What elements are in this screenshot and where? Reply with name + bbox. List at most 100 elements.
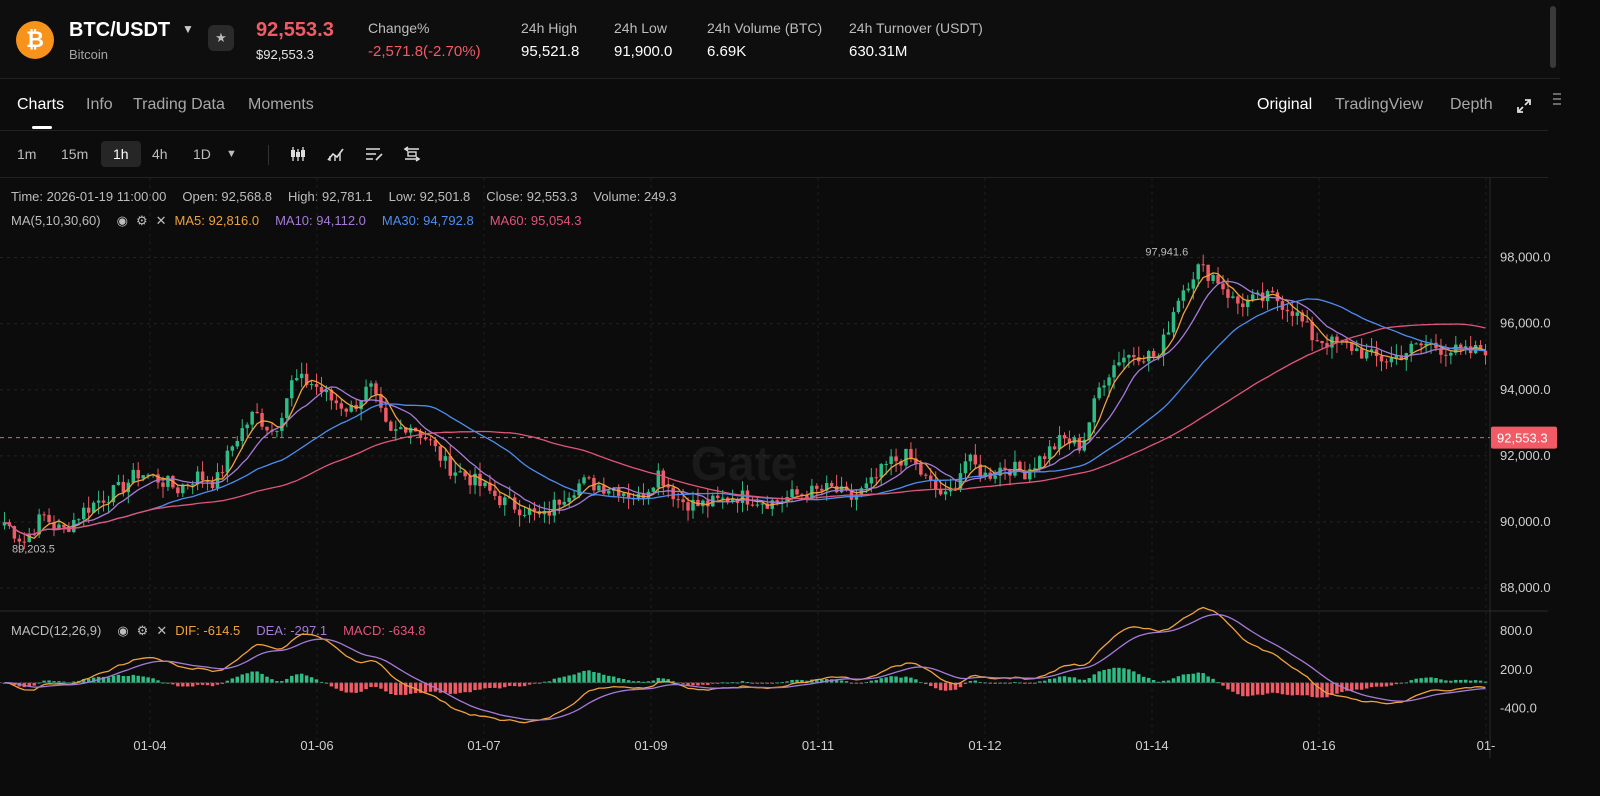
candle-body bbox=[1275, 292, 1280, 302]
macd-histogram-bar bbox=[1394, 682, 1399, 685]
macd-histogram-bar bbox=[839, 680, 844, 683]
macd-histogram-bar bbox=[1191, 673, 1196, 683]
candle-body bbox=[597, 485, 601, 491]
expand-icon[interactable] bbox=[1516, 98, 1532, 114]
candle-body bbox=[1424, 343, 1428, 346]
chevron-down-icon[interactable]: ▼ bbox=[182, 22, 194, 36]
scrollbar-thumb[interactable] bbox=[1550, 6, 1556, 68]
ma10-line bbox=[4, 280, 1486, 535]
candle-body bbox=[1216, 275, 1220, 284]
chart-settings-icon[interactable] bbox=[402, 144, 422, 164]
candle-body bbox=[47, 514, 51, 523]
tab-trading-data[interactable]: Trading Data bbox=[133, 96, 225, 113]
macd-histogram-bar bbox=[512, 682, 517, 687]
section-tabs: Charts Info Trading Data Moments Origina… bbox=[0, 80, 1548, 131]
candlestick-icon[interactable] bbox=[288, 144, 308, 164]
pair-selector[interactable]: BTC/USDT bbox=[69, 19, 171, 41]
candle-body bbox=[919, 463, 923, 475]
view-original[interactable]: Original bbox=[1257, 96, 1313, 113]
candle-body bbox=[215, 472, 220, 489]
candle-body bbox=[230, 446, 235, 451]
candle-body bbox=[225, 450, 230, 473]
macd-histogram-bar bbox=[1305, 682, 1309, 696]
interval-1m[interactable]: 1m bbox=[17, 146, 37, 162]
tab-charts[interactable]: Charts bbox=[17, 96, 65, 113]
time-tick-label: 01-12 bbox=[968, 738, 1001, 753]
gear-icon[interactable]: ⚙ bbox=[135, 213, 148, 228]
candle-body bbox=[562, 501, 566, 505]
candle-body bbox=[1087, 422, 1091, 440]
tab-moments[interactable]: Moments bbox=[248, 96, 314, 113]
macd-histogram-bar bbox=[349, 682, 353, 693]
close-icon[interactable]: ✕ bbox=[156, 623, 168, 638]
candle-body bbox=[136, 469, 140, 479]
view-depth[interactable]: Depth bbox=[1450, 96, 1493, 113]
candle-body bbox=[671, 487, 675, 500]
candle-body bbox=[448, 456, 453, 476]
drawing-tools-icon[interactable] bbox=[364, 144, 384, 164]
interval-dropdown-icon[interactable]: ▼ bbox=[226, 148, 237, 160]
candle-body bbox=[1384, 361, 1389, 363]
macd-histogram-bar bbox=[1414, 678, 1418, 683]
interval-1h[interactable]: 1h bbox=[101, 141, 141, 167]
macd-histogram-bar bbox=[1374, 682, 1379, 687]
candle-body bbox=[874, 477, 878, 479]
candle-body bbox=[299, 373, 304, 379]
candle-body bbox=[210, 481, 215, 489]
candle-body bbox=[116, 481, 121, 486]
macd-histogram-bar bbox=[1449, 680, 1453, 683]
candle-body bbox=[1305, 321, 1309, 323]
candle-body bbox=[1478, 344, 1483, 351]
macd-dif-value: DIF: -614.5 bbox=[175, 623, 241, 638]
macd-histogram-bar bbox=[1181, 674, 1186, 683]
macd-histogram-bar bbox=[711, 682, 715, 684]
macd-histogram-bar bbox=[190, 682, 195, 687]
candle-body bbox=[651, 487, 656, 492]
candle-body bbox=[1295, 312, 1300, 316]
indicator-icon[interactable] bbox=[326, 144, 346, 164]
macd-histogram-bar bbox=[869, 680, 874, 683]
candle-body bbox=[686, 502, 690, 511]
macd-histogram-bar bbox=[309, 677, 314, 683]
candle-body bbox=[582, 477, 586, 484]
macd-histogram-bar bbox=[993, 682, 997, 684]
macd-histogram-bar bbox=[67, 682, 71, 684]
eye-icon[interactable]: ◉ bbox=[117, 623, 129, 638]
candle-body bbox=[775, 500, 779, 503]
macd-histogram-bar bbox=[250, 671, 254, 683]
coin-name: Bitcoin bbox=[69, 47, 109, 62]
macd-histogram-bar bbox=[735, 682, 740, 684]
macd-histogram-bar bbox=[1483, 681, 1488, 683]
price-chart[interactable]: Gate 98,000.0 96,000.0 94,000.0 92,000.0 90,… bbox=[0, 178, 1560, 778]
header-scrollbar[interactable] bbox=[1548, 0, 1558, 78]
macd-histogram-bar bbox=[1463, 679, 1468, 683]
gear-icon[interactable]: ⚙ bbox=[136, 623, 149, 638]
ohlc-open: Open: 92,568.8 bbox=[182, 189, 273, 204]
ma-label: MA(5,10,30,60) bbox=[11, 213, 101, 228]
stat-high: 24h High 95,521.8 bbox=[521, 20, 579, 60]
candle-body bbox=[1290, 311, 1295, 316]
candle-body bbox=[1132, 355, 1136, 358]
active-tab-indicator bbox=[32, 126, 52, 129]
macd-histogram-bar bbox=[240, 674, 244, 683]
eye-icon[interactable]: ◉ bbox=[116, 213, 128, 228]
macd-histogram-bar bbox=[1186, 674, 1191, 683]
close-icon[interactable]: ✕ bbox=[155, 213, 167, 228]
candle-body bbox=[621, 493, 626, 496]
menu-icon[interactable] bbox=[1552, 92, 1562, 106]
candle-body bbox=[1221, 283, 1225, 290]
candle-body bbox=[1270, 290, 1275, 293]
macd-histogram-bar bbox=[503, 682, 507, 688]
candle-body bbox=[304, 373, 309, 386]
ma30-value: MA30: 94,792.8 bbox=[381, 213, 474, 228]
interval-1d[interactable]: 1D bbox=[193, 146, 211, 162]
candle-body bbox=[963, 461, 968, 474]
view-tradingview[interactable]: TradingView bbox=[1335, 96, 1424, 113]
tab-info[interactable]: Info bbox=[86, 96, 113, 113]
interval-4h[interactable]: 4h bbox=[152, 146, 168, 162]
macd-histogram-bar bbox=[329, 682, 334, 687]
star-icon[interactable]: ★ bbox=[208, 25, 234, 51]
macd-histogram-bar bbox=[1454, 679, 1458, 683]
interval-15m[interactable]: 15m bbox=[61, 146, 89, 162]
macd-histogram-bar bbox=[1146, 677, 1151, 683]
